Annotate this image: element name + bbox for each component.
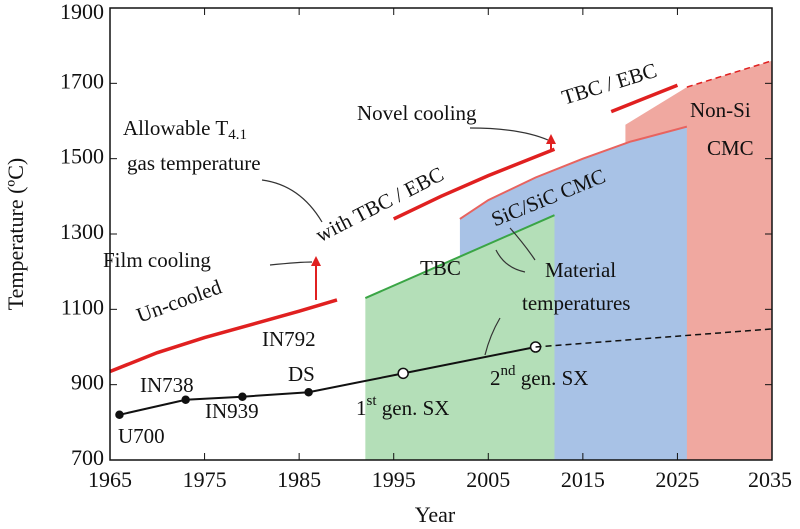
annotation-part: DS — [288, 362, 315, 386]
annotation-part: Non-Si — [690, 98, 751, 122]
x-tick-label: 1985 — [277, 467, 321, 492]
x-axis-label: Year — [415, 502, 456, 527]
annotation-part: 4.1 — [228, 127, 247, 143]
area — [365, 215, 555, 460]
y-tick-label: 900 — [71, 370, 104, 395]
annotation: Film cooling — [103, 248, 211, 272]
annotation-part: 2 — [490, 366, 501, 390]
annotation-part: gen. SX — [516, 366, 589, 390]
annotation: DS — [288, 362, 315, 386]
annotation: IN792 — [262, 327, 316, 351]
annotation: 1st gen. SX — [356, 393, 449, 419]
annotation-part: gas temperature — [127, 151, 261, 175]
annotation-part: Un-cooled — [133, 274, 225, 327]
leader-line — [484, 317, 501, 356]
x-tick-label: 2005 — [466, 467, 510, 492]
annotation-part: U700 — [118, 424, 165, 448]
annotation: temperatures — [522, 291, 630, 315]
x-tick-label: 1965 — [88, 467, 132, 492]
annotation: U700 — [118, 424, 165, 448]
plot-area — [109, 60, 773, 461]
leader-line — [261, 179, 323, 223]
y-tick-label: 1300 — [60, 219, 104, 244]
y-tick-label: 1500 — [60, 144, 104, 169]
annotation-part: CMC — [707, 136, 754, 160]
x-tick-label: 1995 — [372, 467, 416, 492]
annotation: Un-cooled — [133, 274, 225, 327]
marker — [397, 367, 409, 380]
leaders — [261, 127, 556, 356]
annotation-part: Film cooling — [103, 248, 211, 272]
annotation-part: gen. SX — [377, 396, 450, 420]
x-tick-label: 2015 — [561, 467, 605, 492]
annotation: TBC — [420, 256, 461, 280]
annotation: IN738 — [140, 373, 194, 397]
annotation: Material — [545, 258, 616, 282]
annotation: Non-Si — [690, 98, 751, 122]
annotation: TBC / EBC — [559, 58, 660, 110]
annotation: Allowable T4.1 — [123, 116, 247, 144]
marker — [304, 387, 313, 397]
y-axis-label: Temperature (ºC) — [3, 158, 28, 311]
annotation-part: TBC — [420, 256, 461, 280]
annotation-part: IN738 — [140, 373, 194, 397]
annotation: 2nd gen. SX — [490, 363, 588, 389]
annotation-part: IN792 — [262, 327, 316, 351]
leader-line — [469, 127, 549, 141]
leader-line — [509, 227, 536, 261]
annotation-part: TBC / EBC — [559, 58, 660, 110]
line — [459, 125, 688, 220]
annotation-part: IN939 — [205, 399, 259, 423]
annotation: IN939 — [205, 399, 259, 423]
arrow-head — [311, 256, 321, 266]
y-tick-label: 1900 — [60, 0, 104, 24]
marker — [115, 410, 124, 420]
y-tick-label: 700 — [71, 445, 104, 470]
x-tick-label: 2035 — [748, 467, 792, 492]
x-tick-label: 1975 — [183, 467, 227, 492]
annotation-part: st — [367, 393, 378, 409]
leader-line — [269, 261, 313, 266]
y-tick-label: 1700 — [60, 68, 104, 93]
line — [686, 60, 773, 88]
y-tick-label: 1100 — [61, 294, 104, 319]
leader-line — [495, 249, 526, 273]
annotation: CMC — [707, 136, 754, 160]
marker — [238, 392, 247, 401]
annotation: Novel cooling — [357, 101, 477, 125]
line — [364, 214, 555, 299]
annotation-part: nd — [501, 363, 517, 379]
line — [109, 83, 679, 374]
annotation-part: Novel cooling — [357, 101, 477, 125]
annotation-part: temperatures — [522, 291, 630, 315]
annotation-part: Material — [545, 258, 616, 282]
line — [119, 346, 536, 416]
annotation-part: 1 — [356, 396, 367, 420]
annotation-part: Allowable T — [123, 116, 228, 140]
arrow-head — [546, 134, 556, 144]
annotation: gas temperature — [127, 151, 261, 175]
x-tick-label: 2025 — [655, 467, 699, 492]
marker — [181, 395, 190, 404]
